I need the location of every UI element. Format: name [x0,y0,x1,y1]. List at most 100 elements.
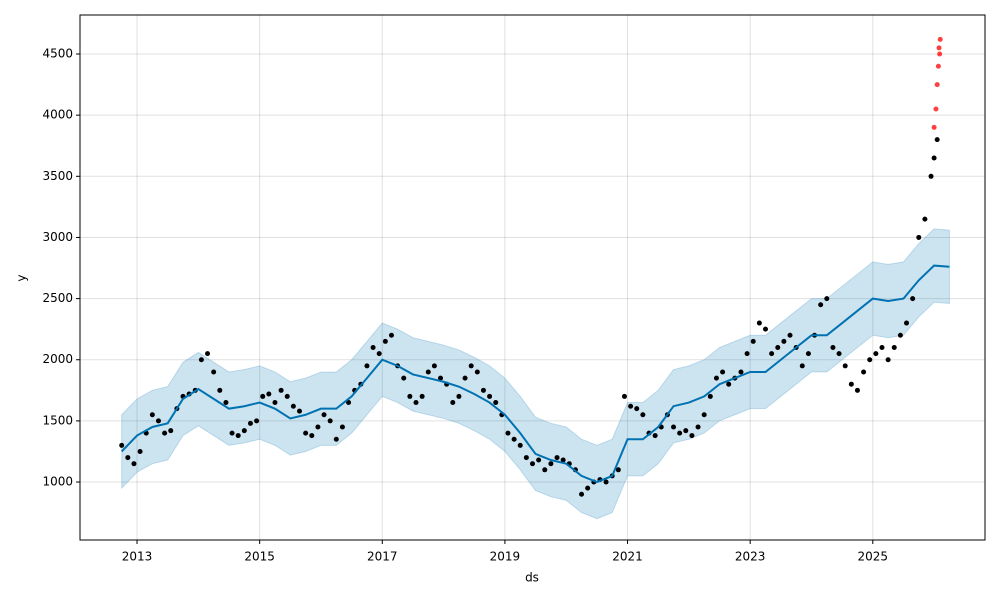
data-point [505,430,511,436]
data-point [891,345,897,351]
data-point [695,424,701,430]
data-point [916,234,922,240]
data-point [290,403,296,409]
data-point [315,424,321,430]
data-point [683,428,689,434]
anomaly-point [937,36,943,42]
data-point [388,332,394,338]
data-point [168,428,174,434]
data-point [579,491,585,497]
data-point [542,467,548,473]
data-point [413,400,419,406]
x-tick-label: 2015 [244,550,275,564]
data-point [750,338,756,344]
data-point [523,455,529,461]
data-point [517,442,523,448]
data-point [211,369,217,375]
y-tick-label: 3000 [42,230,73,244]
data-point [931,155,937,161]
y-axis-label: y [15,274,29,281]
data-point [370,345,376,351]
anomaly-point [933,106,939,112]
x-tick-label: 2013 [122,550,153,564]
data-point [879,345,885,351]
data-point [756,320,762,326]
data-point [842,363,848,369]
data-point [327,418,333,424]
data-point [474,369,480,375]
x-axis-label: ds [525,571,539,585]
data-point [162,430,168,436]
data-point [628,403,634,409]
data-point [223,400,229,406]
data-point [235,433,241,439]
data-point [419,393,425,399]
data-point [726,381,732,387]
data-point [284,393,290,399]
data-point [799,363,805,369]
data-point [536,457,542,463]
data-point [297,408,303,414]
data-point [671,424,677,430]
data-point [155,418,161,424]
data-point [615,467,621,473]
x-tick-label: 2017 [367,550,398,564]
data-point [585,485,591,491]
data-point [321,412,327,418]
data-point [805,351,811,357]
data-point [885,357,891,363]
data-point [339,424,345,430]
data-point [621,393,627,399]
data-point [848,381,854,387]
data-point [830,345,836,351]
data-point [689,433,695,439]
data-point [205,351,211,357]
data-point [260,393,266,399]
y-tick-label: 4500 [42,47,73,61]
data-point [438,375,444,381]
data-point [431,363,437,369]
x-tick-label: 2019 [490,550,521,564]
y-tick-label: 2000 [42,352,73,366]
data-point [554,455,560,461]
data-point [873,351,879,357]
data-point [677,430,683,436]
y-tick-label: 2500 [42,291,73,305]
anomaly-point [936,45,942,51]
uncertainty-band [121,228,950,520]
plot-frame [79,14,986,541]
data-point [762,326,768,332]
data-point [720,369,726,375]
x-tick-label: 2025 [858,550,889,564]
data-point [241,428,247,434]
data-point [382,338,388,344]
y-tick-label: 3500 [42,169,73,183]
data-point [652,433,658,439]
data-point [407,393,413,399]
data-point [511,436,517,442]
data-point [928,173,934,179]
data-point [640,412,646,418]
data-point [824,296,830,302]
data-point [818,302,824,308]
data-point [836,351,842,357]
y-tick-label: 1500 [42,413,73,427]
data-point [254,418,260,424]
data-point [867,357,873,363]
data-point [346,400,352,406]
data-point [198,357,204,363]
data-point [861,369,867,375]
x-tick-label: 2021 [612,550,643,564]
y-tick-label: 4000 [42,108,73,122]
data-point [376,351,382,357]
data-point [303,430,309,436]
data-point [934,137,940,143]
data-point [401,375,407,381]
x-tick-label: 2023 [735,550,766,564]
data-point [450,400,456,406]
data-point [149,412,155,418]
data-point [272,400,278,406]
data-point [904,320,910,326]
data-point [910,296,916,302]
